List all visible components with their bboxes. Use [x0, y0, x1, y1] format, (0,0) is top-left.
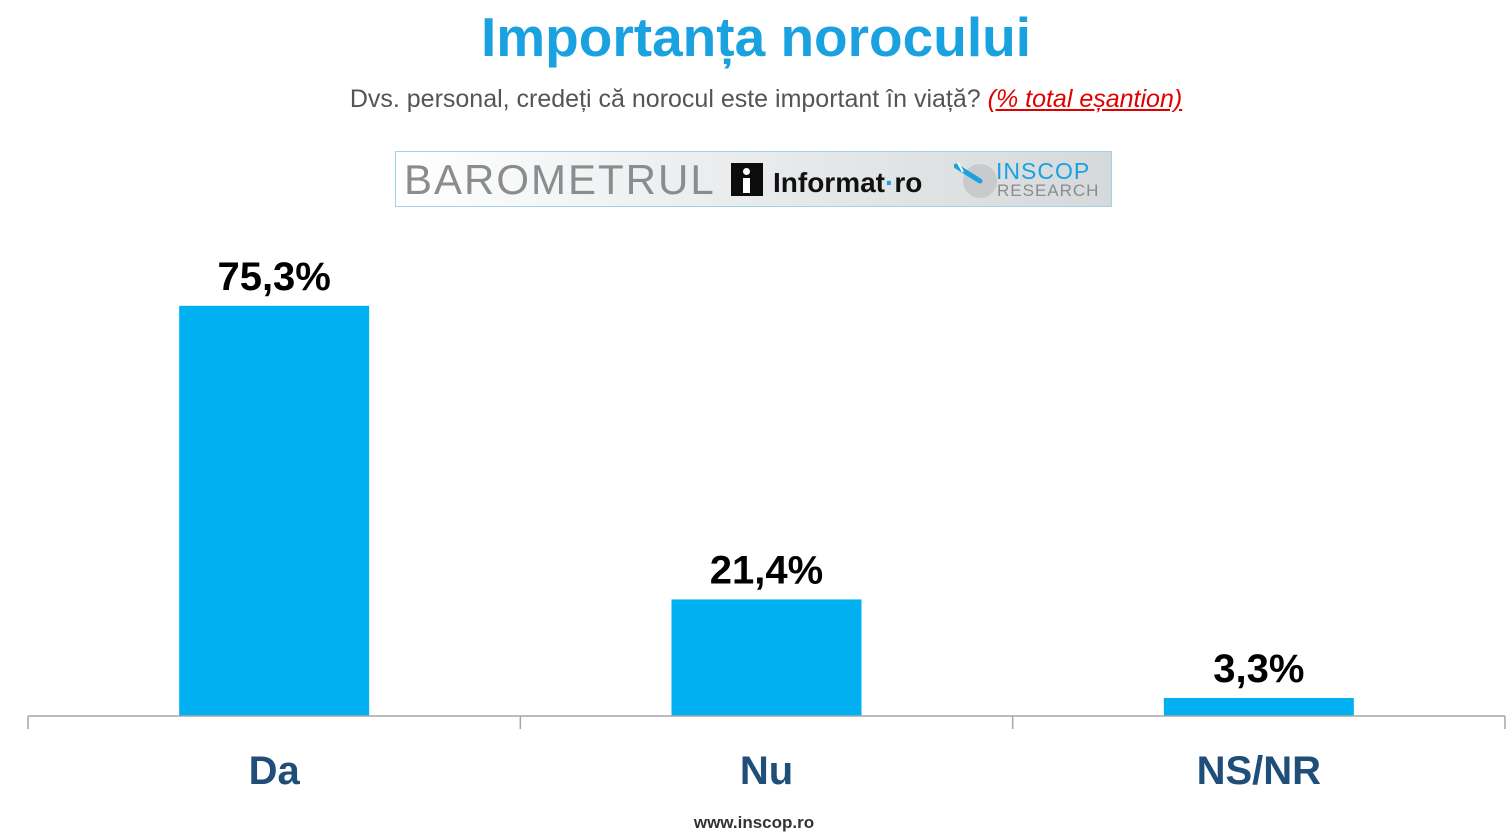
chart-title: Importanța norocului — [481, 6, 1031, 68]
inscop-logo-text: INSCOP — [996, 158, 1091, 184]
sample-note: (% total eșantion) — [987, 85, 1183, 113]
survey-question: Dvs. personal, credeți că norocul este i… — [349, 85, 981, 113]
research-logo-text: RESEARCH — [997, 181, 1100, 200]
chart-subtitle: Dvs. personal, credeți că norocul este i… — [0, 83, 1512, 115]
footer-url: www.inscop.ro — [693, 813, 815, 832]
data-label-1: 21,4% — [710, 548, 823, 592]
category-label-2: NS/NR — [1197, 749, 1322, 793]
category-label-1: Nu — [740, 749, 793, 793]
bar-1 — [671, 599, 862, 716]
bar-2 — [1163, 698, 1354, 716]
informat-logo-text: Informat·ro — [773, 167, 923, 198]
barometrul-logo-text: BAROMETRUL — [404, 156, 716, 203]
data-label-2: 3,3% — [1213, 647, 1304, 691]
data-label-0: 75,3% — [217, 255, 330, 299]
inscop-logo-icon — [954, 162, 997, 198]
logo-strip: BAROMETRUL Informat·ro INSCOP RESEARCH — [395, 151, 1112, 207]
category-label-0: Da — [249, 749, 301, 793]
informat-logo-icon — [731, 163, 763, 196]
bar-0 — [179, 305, 370, 716]
